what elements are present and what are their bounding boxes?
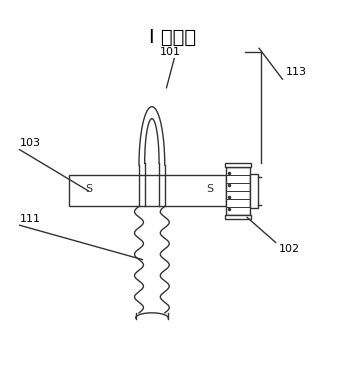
Bar — [226, 167, 250, 215]
Text: 101: 101 — [160, 47, 181, 57]
Text: S: S — [85, 184, 92, 194]
Bar — [250, 174, 258, 208]
Text: 102: 102 — [279, 244, 300, 254]
Text: 103: 103 — [20, 138, 41, 148]
Text: 113: 113 — [286, 67, 307, 78]
Bar — [225, 215, 251, 219]
Bar — [225, 163, 251, 167]
Text: 111: 111 — [20, 213, 41, 223]
Bar — [69, 176, 226, 206]
Text: I 处放大: I 处放大 — [149, 28, 196, 47]
Text: S: S — [207, 184, 214, 194]
